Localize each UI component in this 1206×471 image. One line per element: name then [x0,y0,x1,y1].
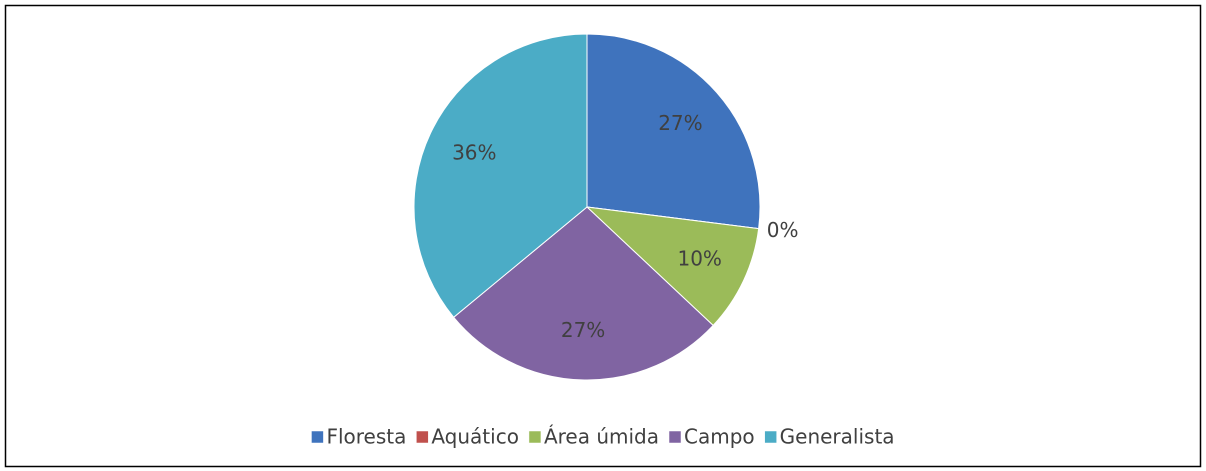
legend-swatch [764,430,777,444]
legend-label: Área úmida [544,425,659,449]
pie-slice [585,206,760,327]
pie-slice [413,33,588,318]
data-label: 36% [452,140,496,164]
legend-label: Generalista [780,425,895,449]
data-label: 0% [767,218,799,242]
data-label: 27% [561,318,605,342]
pie-slice [586,33,761,230]
legend-label: Campo [684,425,755,449]
legend-label: Aquático [431,425,519,449]
legend-swatch [416,430,429,444]
legend-swatch [311,430,324,444]
legend: Floresta Aquático Área úmida Campo Generalis… [311,425,895,449]
pie-slice [452,206,714,381]
data-label: 27% [658,111,702,135]
legend-swatch [668,430,682,444]
legend-swatch [528,430,542,444]
legend-label: Floresta [326,425,406,449]
data-label: 10% [677,247,721,271]
